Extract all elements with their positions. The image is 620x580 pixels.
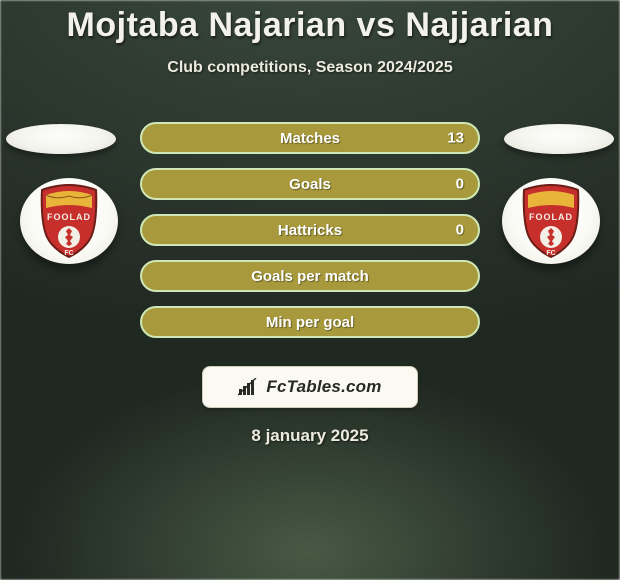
crest-icon: FOOLAD FC xyxy=(36,182,102,260)
svg-text:FC: FC xyxy=(546,250,555,257)
crest-icon: FOOLAD FC xyxy=(518,182,584,260)
stat-label: Hattricks xyxy=(278,222,342,239)
stat-label: Min per goal xyxy=(266,314,354,331)
page-title: Mojtaba Najarian vs Najjarian xyxy=(0,0,620,45)
stat-row: Goals 0 xyxy=(140,168,480,200)
bar-chart-icon xyxy=(238,378,260,396)
svg-text:FC: FC xyxy=(64,250,73,257)
stat-row: Goals per match xyxy=(140,260,480,292)
stat-row: Hattricks 0 xyxy=(140,214,480,246)
stat-label: Goals xyxy=(289,176,331,193)
stat-label: Goals per match xyxy=(251,268,369,285)
right-player-oval xyxy=(504,124,614,154)
stat-value-right: 13 xyxy=(447,130,464,147)
left-player-oval xyxy=(6,124,116,154)
stats-list: Matches 13 Goals 0 Hattricks 0 Goals per… xyxy=(140,122,480,338)
stat-row: Matches 13 xyxy=(140,122,480,154)
footer-area: FcTables.com 8 january 2025 xyxy=(0,350,620,446)
watermark-text: FcTables.com xyxy=(266,377,381,397)
comparison-card: Mojtaba Najarian vs Najjarian Club compe… xyxy=(0,0,620,580)
svg-text:FOOLAD: FOOLAD xyxy=(47,212,91,222)
subtitle: Club competitions, Season 2024/2025 xyxy=(0,59,620,77)
left-club-badge: FOOLAD FC xyxy=(20,178,118,264)
date-text: 8 january 2025 xyxy=(0,426,620,446)
stat-label: Matches xyxy=(280,130,340,147)
stat-value-right: 0 xyxy=(456,176,464,193)
stat-value-right: 0 xyxy=(456,222,464,239)
svg-text:FOOLAD: FOOLAD xyxy=(529,212,573,222)
source-watermark: FcTables.com xyxy=(202,366,418,408)
stat-row: Min per goal xyxy=(140,306,480,338)
right-club-badge: FOOLAD FC xyxy=(502,178,600,264)
